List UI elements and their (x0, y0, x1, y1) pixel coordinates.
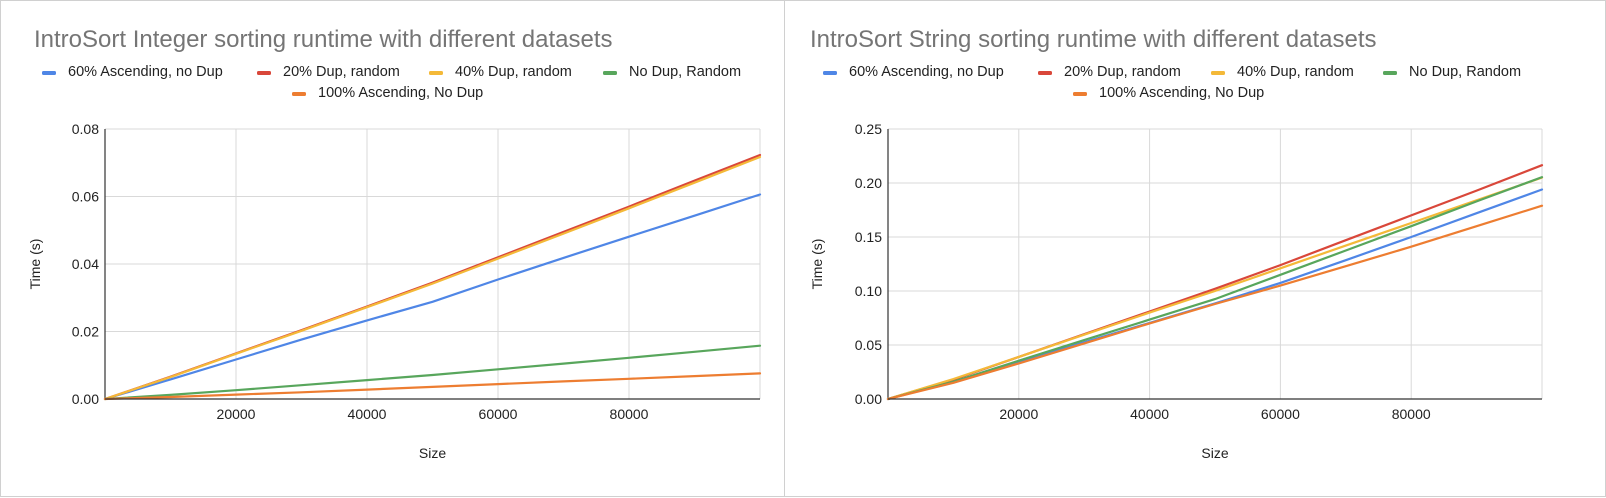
legend-label: 100% Ascending, No Dup (1099, 85, 1264, 101)
legend-item: 60% Ascending, no Dup (42, 64, 223, 80)
series-group (886, 164, 1544, 401)
y-tick-label: 0.06 (72, 189, 99, 205)
series-line (103, 153, 762, 401)
y-tick-label: 0.15 (855, 229, 882, 245)
legend-label: 100% Ascending, No Dup (318, 85, 483, 101)
legend-swatch (603, 71, 617, 75)
legend-label: 60% Ascending, no Dup (68, 64, 223, 80)
chart-title: IntroSort String sorting runtime with di… (810, 26, 1377, 53)
integer-chart-panel: IntroSort Integer sorting runtime with d… (0, 0, 785, 497)
series-line (103, 193, 762, 401)
series-line (103, 372, 762, 401)
legend-item: 20% Dup, random (1038, 64, 1181, 80)
y-tick-label: 0.10 (855, 283, 882, 299)
legend-swatch (1073, 92, 1087, 96)
legend-label: No Dup, Random (629, 64, 741, 80)
y-tick-label: 0.02 (72, 324, 99, 340)
legend-label: 20% Dup, random (1064, 64, 1181, 80)
y-tick-label: 0.00 (855, 391, 882, 407)
series-line (886, 164, 1544, 401)
x-tick-label: 40000 (348, 406, 387, 422)
legend-swatch (257, 71, 271, 75)
string-chart: IntroSort String sorting runtime with di… (809, 26, 1544, 461)
x-tick-label: 60000 (479, 406, 518, 422)
series-line (103, 344, 762, 401)
legend-item: No Dup, Random (1383, 64, 1521, 80)
legend-swatch (292, 92, 306, 96)
x-tick-label: 60000 (1261, 406, 1300, 422)
series-line (886, 176, 1544, 401)
legend-label: 40% Dup, random (1237, 64, 1354, 80)
y-axis-label: Time (s) (27, 239, 43, 290)
legend-label: 40% Dup, random (455, 64, 572, 80)
integer-chart: IntroSort Integer sorting runtime with d… (27, 26, 762, 461)
legend-swatch (429, 71, 443, 75)
legend-item: 40% Dup, random (1211, 64, 1354, 80)
gridlines (888, 128, 1543, 399)
x-tick-label: 80000 (1392, 406, 1431, 422)
legend-swatch (42, 71, 56, 75)
x-axis-label: Size (1201, 445, 1228, 461)
x-tick-label: 20000 (217, 406, 256, 422)
legend-label: 60% Ascending, no Dup (849, 64, 1004, 80)
y-tick-label: 0.20 (855, 175, 882, 191)
y-tick-label: 0.00 (72, 391, 99, 407)
y-tick-label: 0.04 (72, 256, 99, 272)
legend-label: 20% Dup, random (283, 64, 400, 80)
legend-swatch (823, 71, 837, 75)
series-line (886, 204, 1544, 401)
chart-title: IntroSort Integer sorting runtime with d… (34, 26, 613, 53)
y-tick-label: 0.08 (72, 121, 99, 137)
legend: 60% Ascending, no Dup 20% Dup, random 40% … (42, 64, 741, 101)
series-group (103, 153, 762, 401)
series-line (886, 176, 1544, 401)
legend-swatch (1211, 71, 1225, 75)
x-tick-label: 20000 (999, 406, 1038, 422)
y-tick-label: 0.25 (855, 121, 882, 137)
x-tick-label: 80000 (610, 406, 649, 422)
legend-item: 100% Ascending, No Dup (1073, 85, 1264, 101)
y-axis-label: Time (s) (809, 239, 825, 290)
y-tick-label: 0.05 (855, 337, 882, 353)
string-chart-panel: IntroSort String sorting runtime with di… (784, 0, 1606, 497)
legend-item: 20% Dup, random (257, 64, 400, 80)
series-line (103, 155, 762, 401)
legend-label: No Dup, Random (1409, 64, 1521, 80)
legend: 60% Ascending, no Dup 20% Dup, random 40% … (823, 64, 1521, 101)
legend-item: 100% Ascending, No Dup (292, 85, 483, 101)
gridlines (105, 128, 761, 399)
legend-item: 40% Dup, random (429, 64, 572, 80)
legend-item: 60% Ascending, no Dup (823, 64, 1004, 80)
x-axis-label: Size (419, 445, 446, 461)
legend-swatch (1383, 71, 1397, 75)
legend-swatch (1038, 71, 1052, 75)
x-tick-label: 40000 (1130, 406, 1169, 422)
legend-item: No Dup, Random (603, 64, 741, 80)
